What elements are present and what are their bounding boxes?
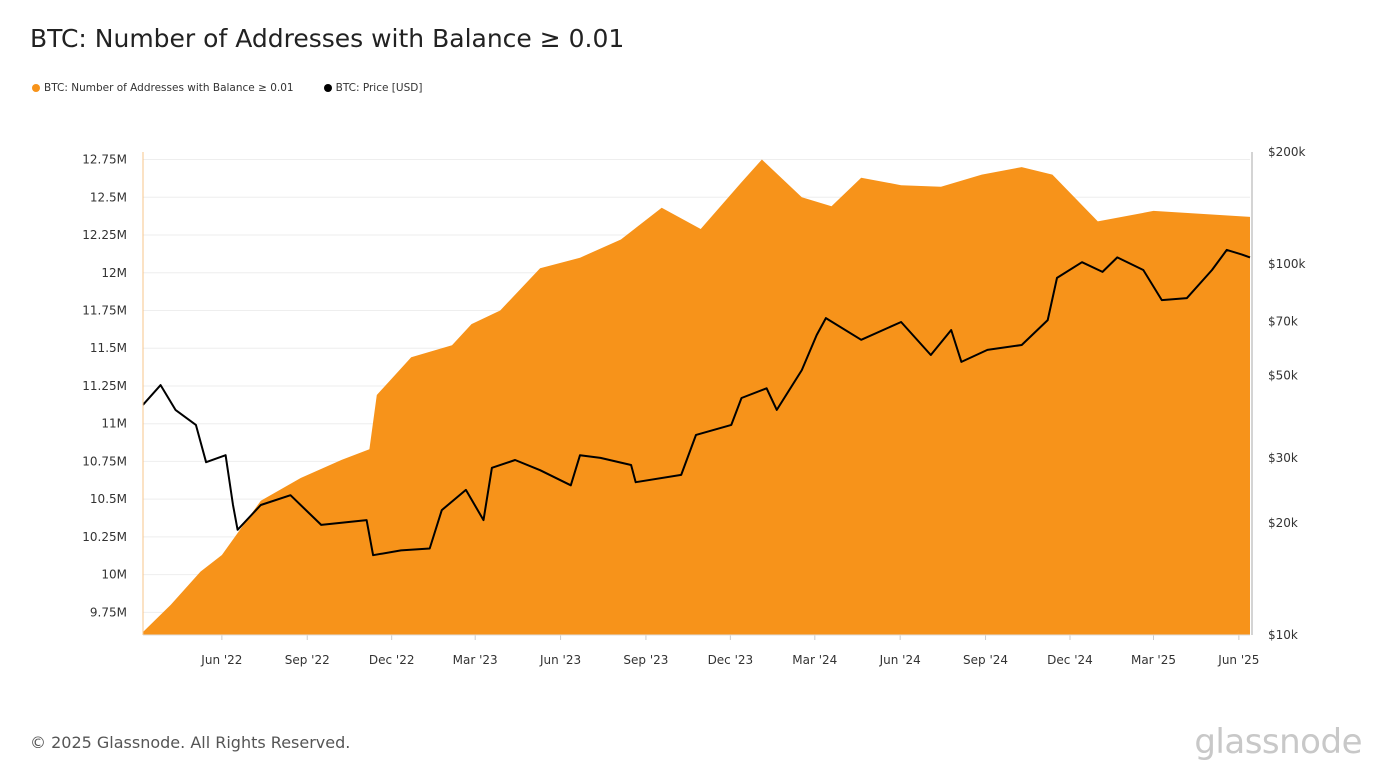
glassnode-logo: glassnode bbox=[1194, 722, 1362, 762]
legend-item-price[interactable]: BTC: Price [USD] bbox=[323, 82, 423, 94]
left-axis-tick-label: 12.75M bbox=[82, 153, 127, 167]
left-axis-tick-label: 10.25M bbox=[82, 530, 127, 544]
price-line bbox=[142, 248, 1251, 557]
x-axis-tick-label: Jun '25 bbox=[1217, 653, 1259, 667]
right-axis-tick-label: $10k bbox=[1268, 628, 1298, 642]
right-axis-tick-label: $100k bbox=[1268, 257, 1306, 271]
left-axis-tick-label: 10.5M bbox=[90, 492, 127, 506]
x-axis-tick-label: Sep '24 bbox=[963, 653, 1008, 667]
x-axis-tick-label: Mar '24 bbox=[792, 653, 837, 667]
right-axis-tick-label: $30k bbox=[1268, 451, 1298, 465]
left-axis-tick-label: 10M bbox=[101, 568, 127, 582]
legend-item-addresses[interactable]: BTC: Number of Addresses with Balance ≥ … bbox=[32, 82, 294, 94]
left-axis-tick-label: 12M bbox=[101, 266, 127, 280]
x-axis-tick-label: Mar '23 bbox=[453, 653, 498, 667]
left-axis-tick-label: 9.75M bbox=[90, 605, 127, 619]
left-axis-tick-label: 11.5M bbox=[90, 341, 127, 355]
legend-dot-black-icon bbox=[323, 84, 332, 92]
left-axis-tick-label: 11.25M bbox=[82, 379, 127, 393]
legend-dot-orange-icon bbox=[32, 84, 40, 92]
left-axis-tick-label: 12.5M bbox=[90, 190, 127, 204]
left-axis-tick-label: 11M bbox=[101, 417, 127, 431]
x-axis-tick-label: Jun '22 bbox=[200, 653, 242, 667]
x-axis-tick-label: Mar '25 bbox=[1131, 653, 1176, 667]
x-axis-tick-label: Dec '24 bbox=[1047, 653, 1093, 667]
right-axis-tick-label: $50k bbox=[1268, 369, 1298, 383]
left-axis-tick-label: 10.75M bbox=[82, 454, 127, 468]
legend: BTC: Number of Addresses with Balance ≥ … bbox=[32, 82, 422, 94]
x-axis-tick-label: Dec '23 bbox=[708, 653, 754, 667]
right-axis-tick-label: $200k bbox=[1268, 145, 1306, 159]
addresses-area bbox=[143, 159, 1250, 635]
x-axis-tick-label: Sep '23 bbox=[623, 653, 668, 667]
x-axis-tick-label: Sep '22 bbox=[285, 653, 330, 667]
legend-label: BTC: Number of Addresses with Balance ≥ … bbox=[44, 82, 294, 94]
x-axis-tick-label: Dec '22 bbox=[369, 653, 415, 667]
left-axis-tick-label: 12.25M bbox=[82, 228, 127, 242]
right-axis-tick-label: $20k bbox=[1268, 516, 1298, 530]
chart-title: BTC: Number of Addresses with Balance ≥ … bbox=[30, 24, 625, 53]
x-axis-tick-label: Jun '24 bbox=[879, 653, 921, 667]
right-axis-tick-label: $70k bbox=[1268, 314, 1298, 328]
legend-label: BTC: Price [USD] bbox=[335, 82, 423, 94]
left-axis-tick-label: 11.75M bbox=[82, 303, 127, 317]
copyright: © 2025 Glassnode. All Rights Reserved. bbox=[30, 733, 351, 752]
x-axis-tick-label: Jun '23 bbox=[539, 653, 581, 667]
